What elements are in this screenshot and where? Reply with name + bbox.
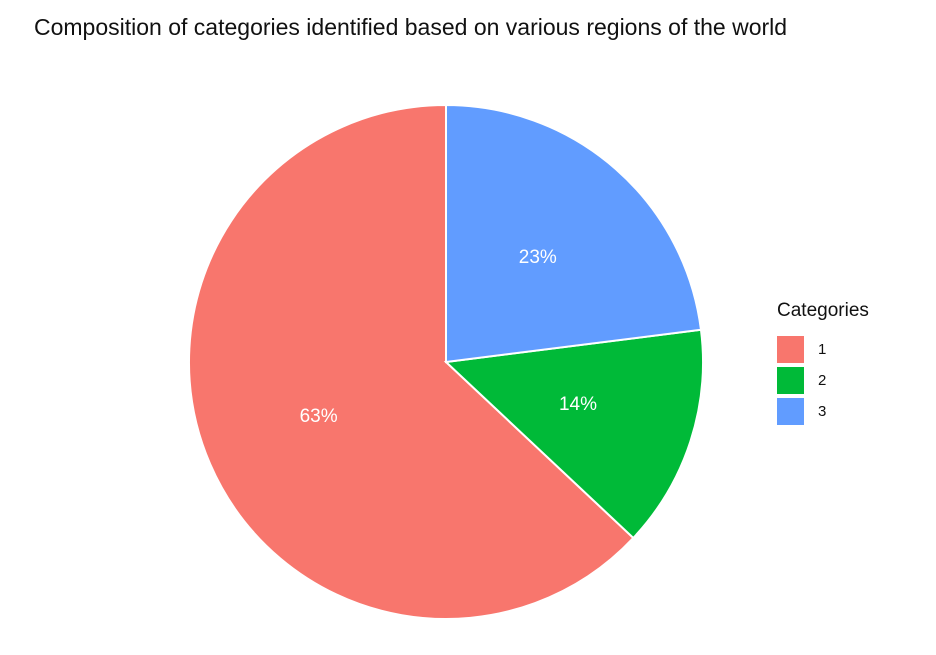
pie-slice-3: [445, 103, 703, 364]
legend-swatch-2: [777, 367, 804, 394]
legend-item-3: 3: [777, 396, 869, 427]
legend-label-2: 2: [818, 372, 827, 389]
legend: Categories 1 2 3: [777, 300, 869, 427]
chart-title: Composition of categories identified bas…: [34, 14, 788, 40]
pie-slice-2: [443, 328, 704, 540]
legend-swatch-1: [777, 336, 804, 363]
slice-label-2: 14%: [559, 394, 597, 415]
legend-item-1: 1: [777, 334, 869, 365]
slice-label-3: 23%: [519, 247, 557, 268]
pie-slice-1: [188, 103, 635, 620]
legend-label-3: 3: [818, 403, 827, 420]
legend-title: Categories: [777, 300, 869, 321]
legend-swatch-3: [777, 398, 804, 425]
legend-label-1: 1: [818, 341, 827, 358]
slice-label-1: 63%: [300, 406, 338, 427]
legend-item-2: 2: [777, 365, 869, 396]
